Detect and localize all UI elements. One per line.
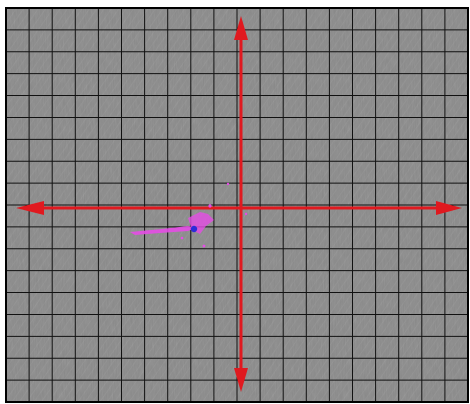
crosshair bbox=[16, 16, 462, 392]
position-dot-icon bbox=[190, 225, 198, 233]
arrow-right-icon bbox=[436, 201, 462, 215]
position-trace bbox=[130, 182, 248, 248]
arrow-down-icon bbox=[234, 368, 248, 392]
trace-speck bbox=[226, 182, 230, 186]
trace-speck bbox=[180, 236, 184, 240]
trace-speck bbox=[244, 212, 248, 216]
grid-lines bbox=[6, 8, 468, 402]
trace-speck bbox=[202, 244, 206, 248]
trace-streak bbox=[130, 226, 196, 235]
trace-speck bbox=[208, 204, 212, 208]
panel-frame bbox=[5, 7, 469, 403]
arrow-up-icon bbox=[234, 16, 248, 40]
arrow-left-icon bbox=[16, 201, 44, 215]
